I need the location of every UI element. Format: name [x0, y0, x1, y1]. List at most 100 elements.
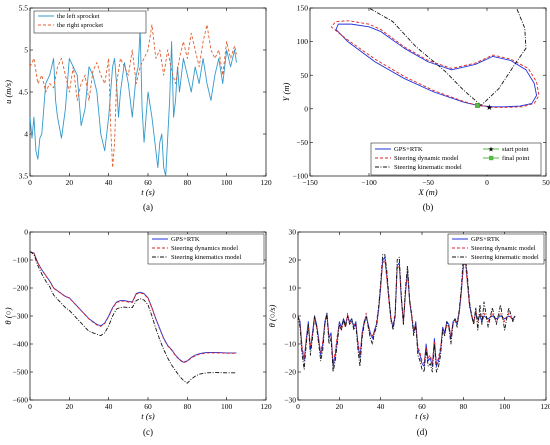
x-tick-label: 80 — [460, 402, 468, 411]
x-tick-label: 40 — [105, 402, 113, 411]
legend-item: the right sprocket — [38, 22, 103, 29]
x-tick-label: 0 — [485, 178, 489, 187]
legend-item: Steering kinematics model — [152, 254, 241, 261]
x-tick-label: 60 — [144, 178, 152, 187]
legend: GPS+RTK Steering dynamic model Steering ki… — [370, 142, 542, 176]
plot-area — [30, 251, 237, 384]
y-tick-label: 30 — [289, 228, 297, 237]
legend-label: Steering dynamics model — [171, 245, 238, 252]
x-tick-label: 20 — [336, 402, 344, 411]
marker-star: ★ — [486, 103, 493, 112]
legend: the left sprocket the right sprocket — [33, 10, 147, 34]
legend-item: Steering kinematic model — [375, 164, 462, 171]
series-line — [298, 253, 516, 373]
x-tick-label: 0 — [296, 402, 300, 411]
legend-marker-square — [489, 155, 494, 161]
chart-caption: (a) — [143, 202, 153, 212]
y-tick-label: 100 — [297, 37, 309, 46]
x-axis-label: t (s) — [415, 411, 429, 421]
y-tick-label: −30 — [284, 396, 296, 405]
x-tick-label: 120 — [540, 402, 550, 411]
x-tick-label: 40 — [105, 178, 113, 187]
y-tick-label: −20 — [284, 368, 296, 377]
marker-square — [475, 103, 480, 108]
y-tick-label: −10 — [284, 340, 296, 349]
y-tick-label: 10 — [289, 284, 297, 293]
x-tick-label: 100 — [221, 402, 233, 411]
legend-box — [370, 142, 542, 176]
x-tick-label: 40 — [377, 402, 385, 411]
legend-item: final point — [483, 155, 529, 162]
series-line — [30, 24, 237, 169]
chart-caption: (b) — [423, 202, 434, 212]
x-tick-label: 20 — [66, 178, 74, 187]
y-tick-label: 0 — [24, 228, 28, 237]
x-tick-label: 80 — [184, 178, 192, 187]
x-tick-label: −100 — [361, 178, 377, 187]
y-axis-label: θ (○) — [3, 307, 13, 324]
y-tick-label: −200 — [13, 284, 29, 293]
y-tick-label: −500 — [13, 368, 29, 377]
y-tick-label: −600 — [13, 396, 29, 405]
chart-caption: (c) — [143, 427, 153, 437]
legend-label: Steering kinematic model — [394, 164, 462, 171]
y-tick-label: −400 — [13, 340, 29, 349]
legend-item: ★ start point — [483, 146, 529, 154]
y-tick-label: 0 — [304, 104, 308, 113]
y-tick-label: −300 — [13, 312, 29, 321]
legend-label: the left sprocket — [57, 13, 100, 20]
x-axis-label: t (s) — [141, 411, 155, 421]
x-tick-label: 100 — [221, 178, 233, 187]
series-line — [298, 259, 516, 365]
x-tick-label: 50 — [542, 178, 550, 187]
y-tick-label: −100 — [293, 172, 309, 181]
x-tick-label: 60 — [144, 402, 152, 411]
y-tick-label: 20 — [289, 256, 297, 265]
legend-label: final point — [502, 155, 529, 162]
series-line — [30, 251, 237, 384]
legend-marker-star: ★ — [488, 146, 494, 154]
legend-item: the left sprocket — [38, 13, 100, 20]
legend-label: the right sprocket — [57, 22, 103, 29]
plot-area — [298, 253, 516, 373]
y-tick-label: 50 — [301, 71, 309, 80]
legend-label: GPS+RTK — [171, 236, 200, 243]
legend-item: GPS+RTK — [152, 236, 200, 243]
legend-label: start point — [502, 146, 529, 153]
x-tick-label: −150 — [302, 178, 318, 187]
y-tick-label: 3.5 — [19, 172, 29, 181]
chart-caption: (d) — [417, 427, 428, 437]
x-axis-label: X (m) — [417, 187, 437, 197]
series-line — [367, 8, 527, 106]
y-tick-label: −50 — [296, 138, 308, 147]
x-tick-label: 120 — [260, 178, 272, 187]
series-line — [30, 251, 237, 363]
legend-label: Steering dynamic model — [394, 155, 459, 162]
chart-d: 0 20 40 60 80 100 120 −30 −20 −10 0 10 20 30 t (s) θ (○… — [267, 228, 550, 437]
legend-label: GPS+RTK — [471, 236, 500, 243]
plot-area: ★ — [330, 8, 540, 112]
y-tick-label: 5 — [24, 46, 28, 55]
chart-c: 0 20 40 60 80 100 120 −600 −500 −400 −300 −200 −100 0… — [3, 228, 272, 437]
x-tick-label: −50 — [422, 178, 434, 187]
x-tick-label: 0 — [28, 178, 32, 187]
legend-item: Steering kinematic model — [452, 254, 539, 261]
y-axis-label: θ (○/s) — [267, 304, 277, 327]
y-tick-label: 150 — [297, 4, 309, 13]
chart-a: 0 20 40 60 80 100 120 3.5 4 4.5 5 5.5 t (s) u (m/s) (a… — [3, 4, 272, 212]
legend-label: GPS+RTK — [394, 146, 423, 153]
x-tick-label: 0 — [28, 402, 32, 411]
x-tick-label: 100 — [499, 402, 511, 411]
y-tick-label: −100 — [13, 256, 29, 265]
y-tick-label: 4.5 — [19, 88, 29, 97]
legend: GPS+RTK Steering dynamics model Steering k… — [147, 233, 265, 265]
x-tick-label: 80 — [184, 402, 192, 411]
legend-box — [33, 10, 147, 34]
x-tick-label: 60 — [418, 402, 426, 411]
x-axis-label: t (s) — [141, 187, 155, 197]
x-tick-label: 120 — [260, 402, 272, 411]
legend-item: Steering dynamic model — [375, 155, 459, 162]
y-axis-label: u (m/s) — [3, 80, 13, 104]
